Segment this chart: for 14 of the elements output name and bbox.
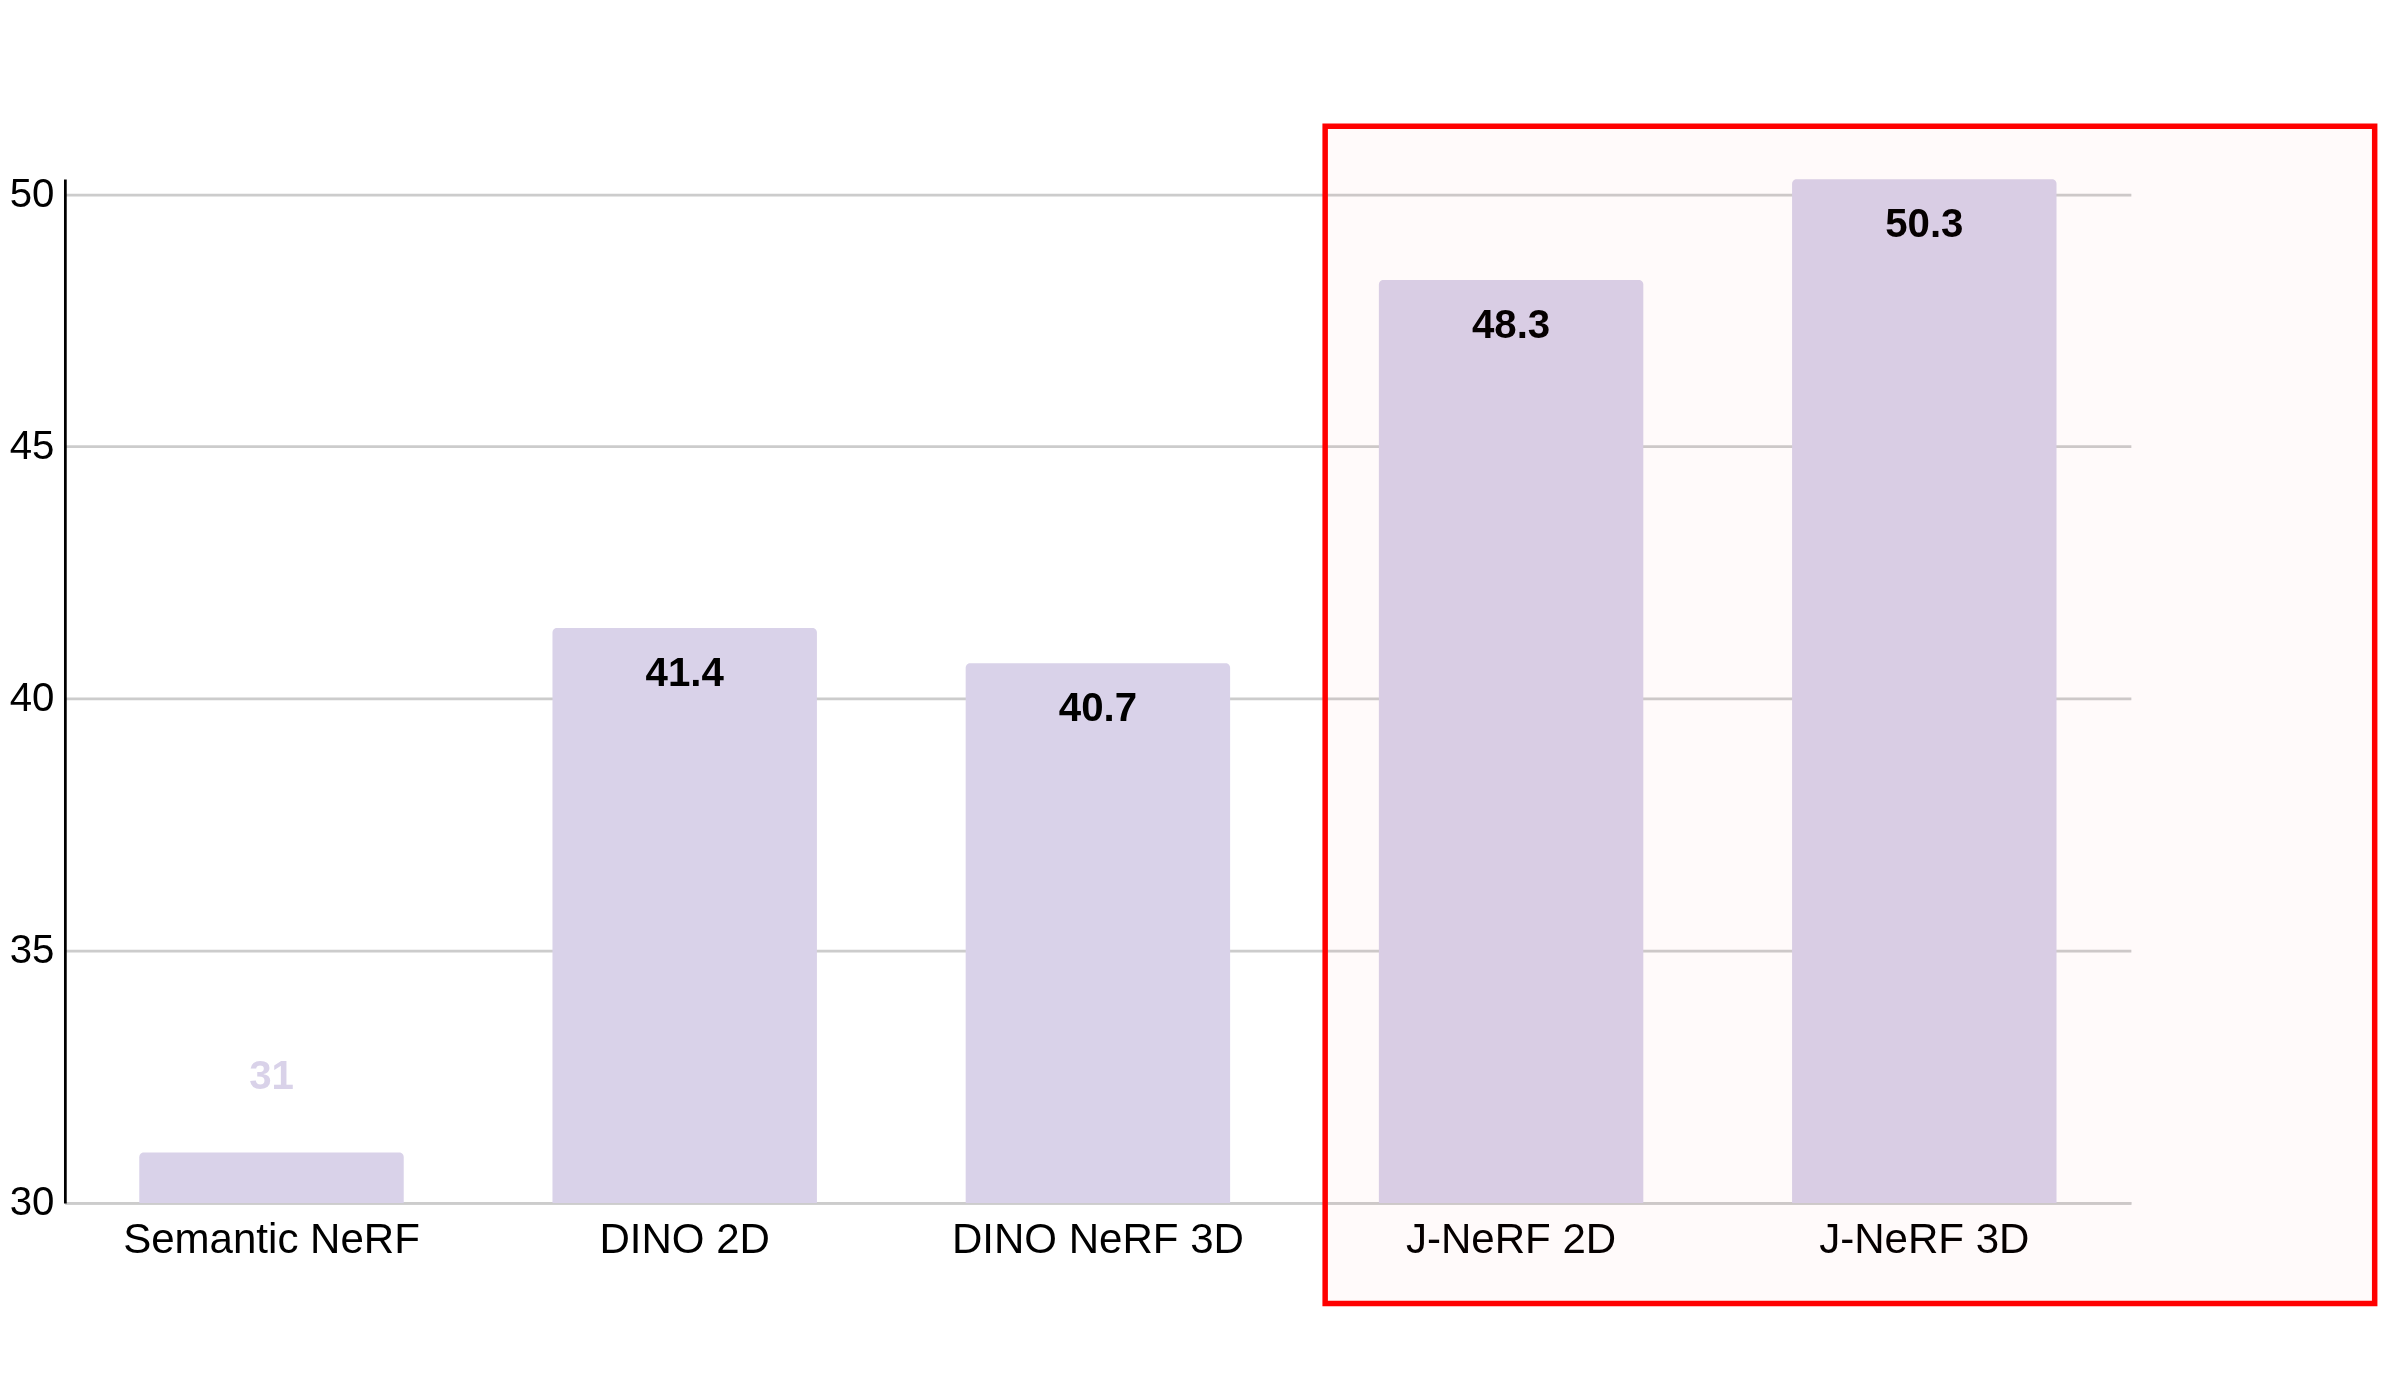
x-tick-label: Semantic NeRF: [123, 1214, 420, 1262]
y-tick-label: 45: [9, 422, 55, 468]
x-tick-label: J-NeRF 2D: [1405, 1214, 1617, 1262]
data-label: 40.7: [1058, 684, 1138, 730]
data-label: 50.3: [1885, 200, 1964, 246]
x-tick-label: DINO NeRF 3D: [951, 1214, 1244, 1262]
data-label: 41.4: [645, 649, 725, 695]
data-label: 48.3: [1471, 301, 1551, 347]
y-tick-label: 35: [9, 927, 55, 973]
y-tick-label: 40: [9, 674, 55, 720]
y-tick-label: 30: [9, 1179, 55, 1225]
x-tick-label: DINO 2D: [599, 1214, 770, 1262]
y-tick-label: 50: [9, 170, 55, 216]
x-tick-label: J-NeRF 3D: [1819, 1214, 2030, 1262]
